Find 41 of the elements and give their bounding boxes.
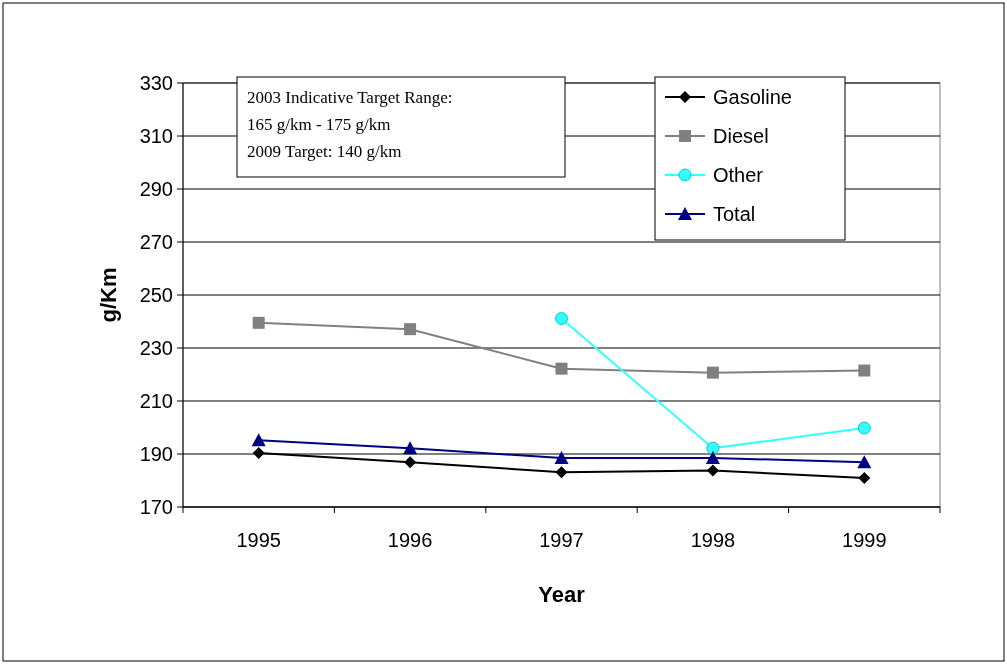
y-tick-label: 210 [139, 390, 173, 412]
point [706, 464, 719, 477]
annotation: 2009 Target: 140 g/km [247, 142, 402, 161]
x-tick-label: 1998 [690, 529, 736, 551]
y-tick-label: 310 [139, 125, 173, 147]
point [858, 364, 871, 377]
x-tick-label: 1997 [539, 529, 584, 551]
legend-label: Total [713, 203, 756, 225]
x-tick-label: 1995 [236, 529, 281, 551]
y-tick-label: 270 [139, 231, 173, 253]
point [705, 450, 720, 464]
y-tick-label: 290 [139, 178, 173, 200]
point [857, 455, 872, 469]
point [706, 441, 720, 455]
point [706, 366, 719, 379]
x-tick-label: 1996 [387, 529, 433, 551]
annotation: 2003 Indicative Target Range: [247, 88, 453, 107]
point [252, 446, 265, 459]
annotation: 165 g/km - 175 g/km [247, 115, 391, 134]
legend-label: Other [713, 164, 764, 186]
point [555, 312, 568, 326]
y-tick-label: 190 [139, 443, 173, 465]
point [403, 441, 418, 455]
point [555, 362, 568, 375]
point [857, 421, 871, 435]
y-tick-label: 170 [139, 496, 173, 518]
point [404, 323, 417, 336]
x-axis-title: Year [538, 582, 586, 607]
point [404, 456, 417, 469]
point [858, 472, 871, 485]
legend-label: Diesel [713, 125, 769, 147]
y-axis-title: g/Km [96, 267, 121, 323]
y-tick-label: 250 [139, 284, 173, 306]
x-tick-label: 1999 [842, 529, 887, 551]
point [252, 316, 265, 329]
point [251, 433, 266, 447]
y-tick-label: 230 [139, 337, 173, 359]
point [554, 450, 569, 464]
y-tick-label: 330 [139, 72, 173, 94]
legend-label: Gasoline [713, 86, 792, 108]
point [555, 466, 568, 479]
